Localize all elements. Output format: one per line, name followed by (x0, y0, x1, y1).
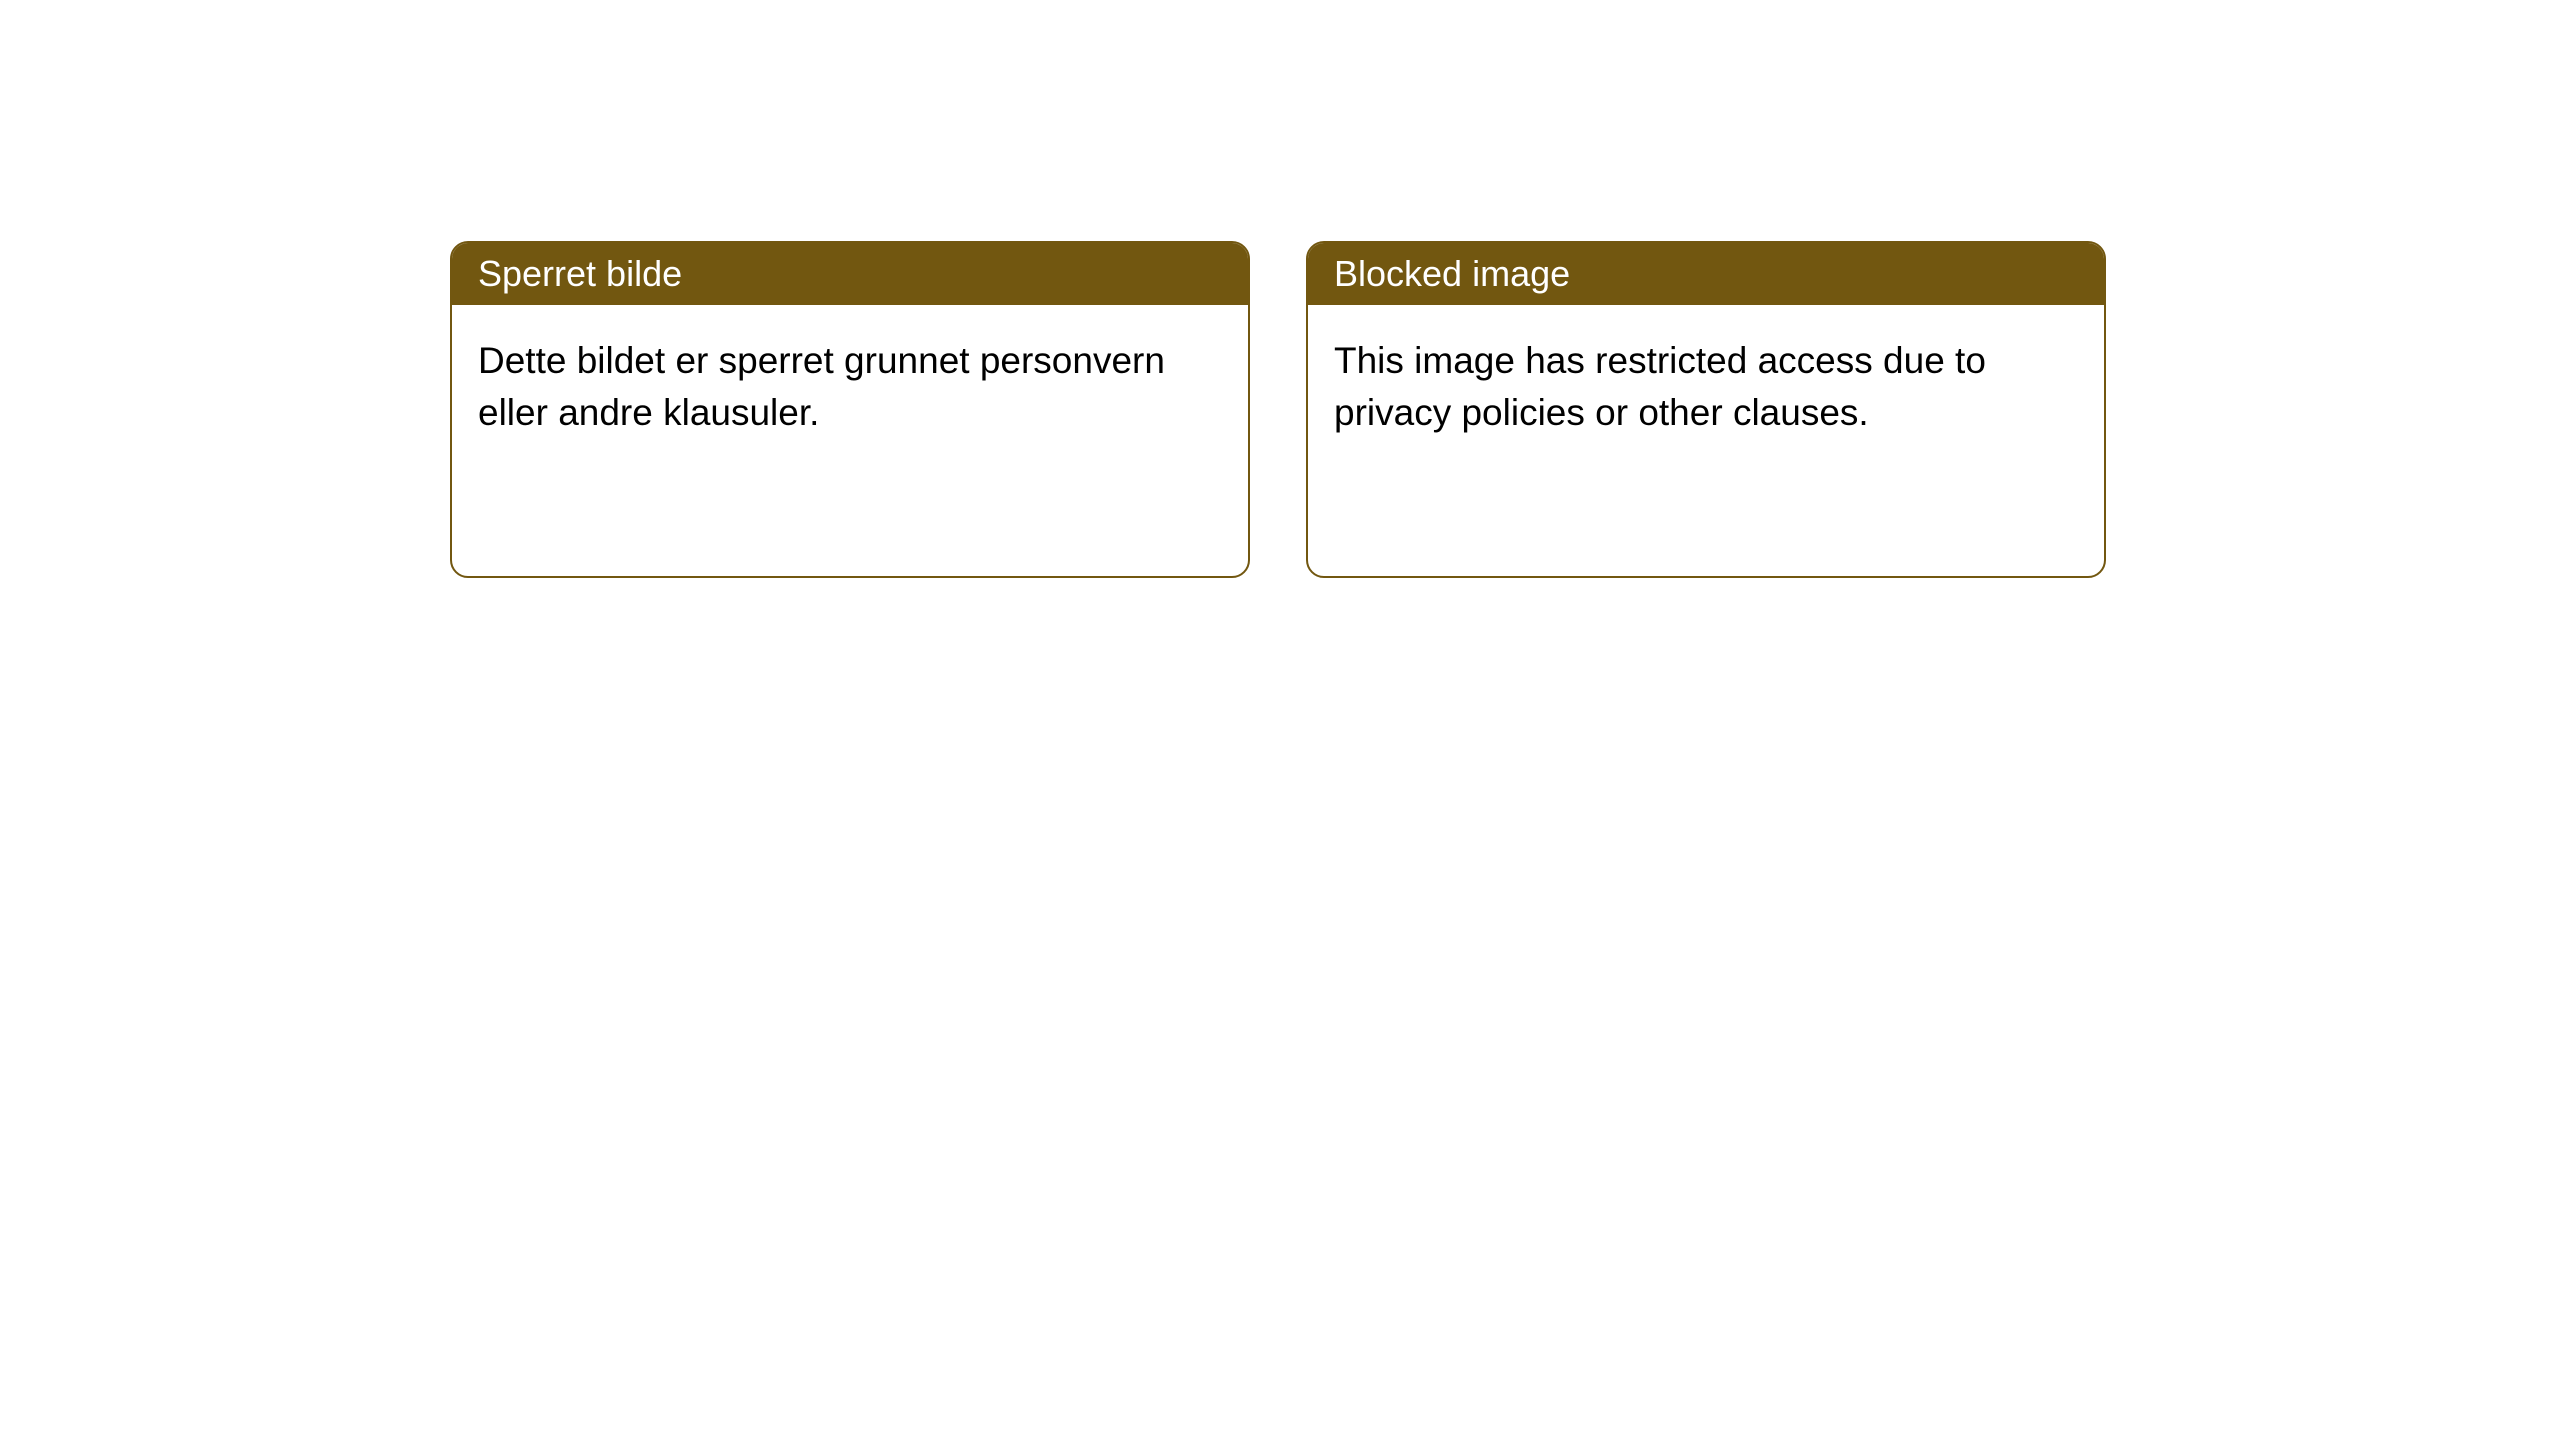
notice-card-english: Blocked image This image has restricted … (1306, 241, 2106, 578)
card-body: Dette bildet er sperret grunnet personve… (452, 305, 1248, 469)
card-title: Blocked image (1334, 253, 1570, 294)
card-header: Blocked image (1308, 243, 2104, 305)
notice-card-norwegian: Sperret bilde Dette bildet er sperret gr… (450, 241, 1250, 578)
card-header: Sperret bilde (452, 243, 1248, 305)
card-title: Sperret bilde (478, 253, 682, 294)
card-body: This image has restricted access due to … (1308, 305, 2104, 469)
notice-container: Sperret bilde Dette bildet er sperret gr… (450, 241, 2106, 578)
card-message: This image has restricted access due to … (1334, 340, 1986, 433)
card-message: Dette bildet er sperret grunnet personve… (478, 340, 1165, 433)
